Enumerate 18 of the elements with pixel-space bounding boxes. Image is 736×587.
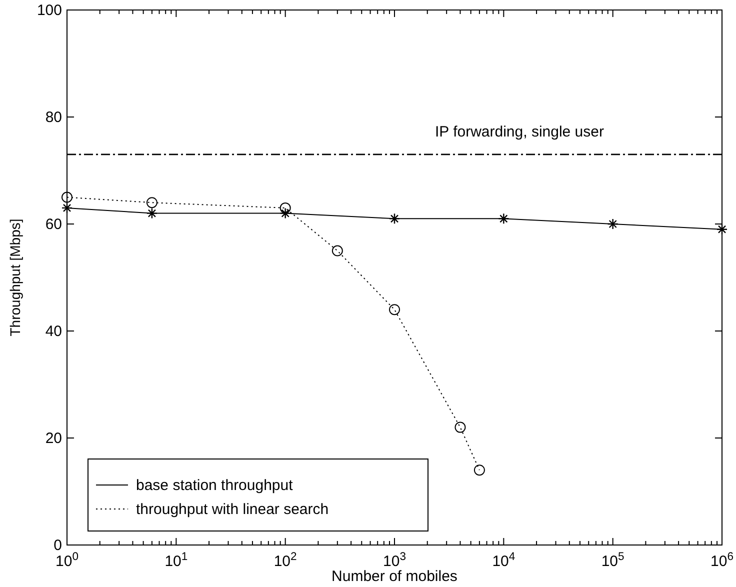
y-tick-label: 40 [45, 323, 62, 340]
x-tick-label: 10$^{4}$ [492, 551, 516, 570]
y-axis-title: Throughput [Mbps] [7, 218, 23, 336]
y-tick-label: 60 [45, 216, 62, 233]
y-tick-label: 100 [36, 2, 62, 19]
x-tick-label: 10$^{5}$ [601, 551, 624, 570]
x-tick-label: 10$^{6}$ [710, 551, 734, 570]
y-tick-label: 20 [45, 430, 62, 447]
x-tick-label: 10$^{3}$ [383, 551, 406, 570]
x-tick-label: 10$^{0}$ [56, 551, 78, 570]
legend-label: throughput with linear search [136, 501, 329, 518]
x-axis-title: Number of mobiles [332, 568, 458, 585]
x-tick-label: 10$^{2}$ [274, 551, 297, 570]
legend-label: base station throughput [136, 477, 294, 494]
ref-line-label: IP forwarding, single user [435, 123, 604, 140]
y-tick-label: 0 [54, 537, 62, 554]
y-tick-label: 80 [45, 109, 62, 126]
x-tick-label: 10$^{1}$ [164, 551, 188, 570]
